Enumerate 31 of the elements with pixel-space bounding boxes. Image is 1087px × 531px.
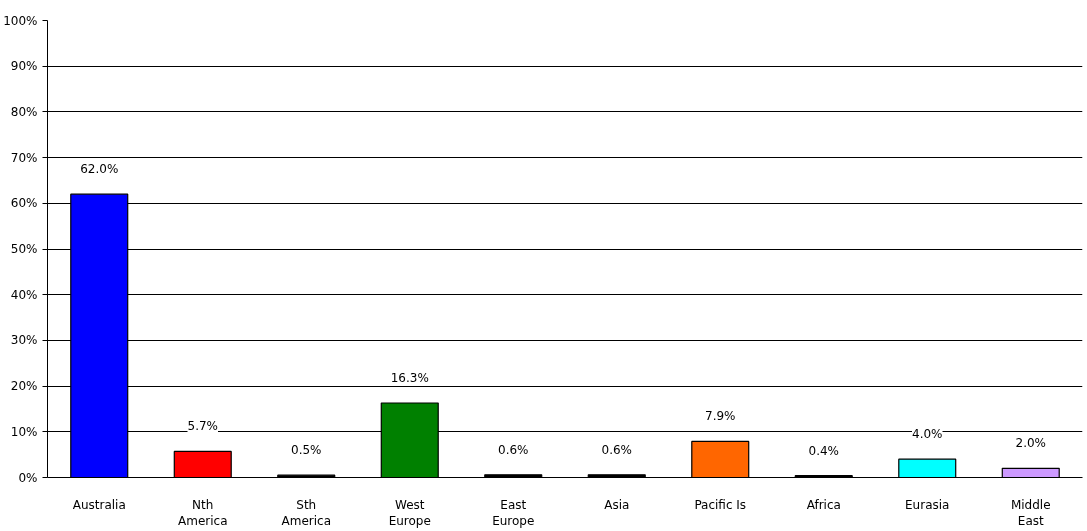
x-tick-label: Asia [604,497,630,512]
x-tick-label: Pacific Is [694,497,747,512]
x-tick-label: Australia [72,497,126,512]
x-tick-label: East Europe [492,497,535,529]
data-label: 2.0% [1015,436,1047,451]
y-tick-label: 30% [10,333,38,348]
y-tick-label: 80% [10,104,38,119]
y-tick-label: 70% [10,150,38,165]
data-label: 0.5% [291,443,322,458]
x-tick-label: Sth America [281,497,331,529]
y-tick-label: 60% [10,196,38,211]
y-tick-label: 0% [18,470,38,485]
data-label: 0.6% [601,442,633,457]
x-tick-label: Eurasia [905,497,950,512]
x-tick-label: Africa [806,497,841,512]
data-label: 5.7% [187,419,219,434]
x-tick-label: Middle East [1010,497,1051,529]
data-label: 0.6% [498,442,529,457]
data-label: 62.0% [80,162,119,177]
x-tick-label: Nth America [178,497,228,529]
data-label: 7.9% [705,409,736,424]
y-tick-label: 10% [10,424,38,439]
y-tick-label: 90% [10,59,38,74]
data-label: 16.3% [390,371,429,386]
data-label: 4.0% [912,427,943,442]
x-tick-label: West Europe [388,497,431,529]
y-tick-label: 100% [3,13,38,28]
y-tick-label: 50% [10,242,38,256]
data-label: 0.4% [808,443,840,458]
y-tick-label: 40% [10,287,38,302]
y-tick-label: 20% [10,379,38,394]
